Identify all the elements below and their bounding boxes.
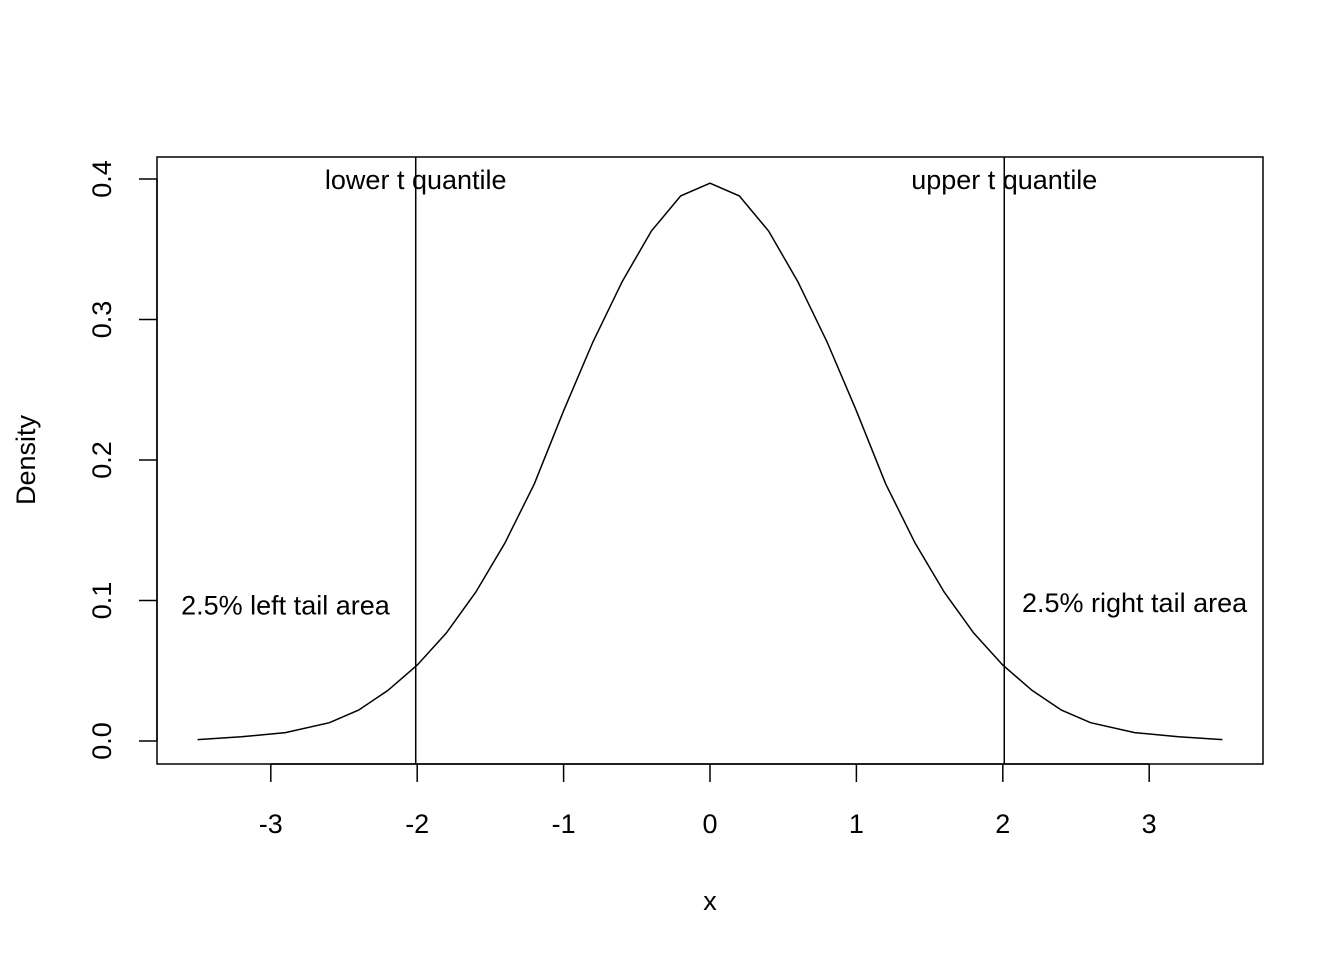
quantile-label: upper t quantile bbox=[911, 165, 1097, 195]
x-tick-label: 1 bbox=[849, 809, 864, 839]
y-tick-label: 0.3 bbox=[87, 301, 117, 339]
quantile-label: lower t quantile bbox=[325, 165, 507, 195]
x-axis-label: x bbox=[703, 886, 717, 916]
tail-area-label: 2.5% left tail area bbox=[181, 591, 391, 621]
x-tick-label: 3 bbox=[1142, 809, 1157, 839]
y-tick-label: 0.0 bbox=[87, 722, 117, 760]
x-tick-label: -3 bbox=[259, 809, 283, 839]
y-tick-label: 0.4 bbox=[87, 160, 117, 198]
plot-frame bbox=[156, 156, 1264, 765]
quantile-lines: lower t quantile upper t quantile bbox=[325, 157, 1097, 764]
y-tick-label: 0.2 bbox=[87, 441, 117, 479]
y-axis-label: Density bbox=[11, 414, 41, 505]
annotations: 2.5% left tail area 2.5% right tail area bbox=[181, 588, 1248, 621]
x-tick-label: -2 bbox=[405, 809, 429, 839]
y-axis: 0.0 0.1 0.2 0.3 0.4 bbox=[87, 160, 158, 760]
density-curve bbox=[197, 182, 1223, 741]
x-tick-label: -1 bbox=[552, 809, 576, 839]
x-tick-label: 2 bbox=[995, 809, 1010, 839]
tail-area-label: 2.5% right tail area bbox=[1022, 588, 1248, 618]
x-axis: -3 -2 -1 0 1 2 3 bbox=[259, 763, 1157, 839]
y-tick-label: 0.1 bbox=[87, 582, 117, 620]
x-tick-label: 0 bbox=[702, 809, 717, 839]
